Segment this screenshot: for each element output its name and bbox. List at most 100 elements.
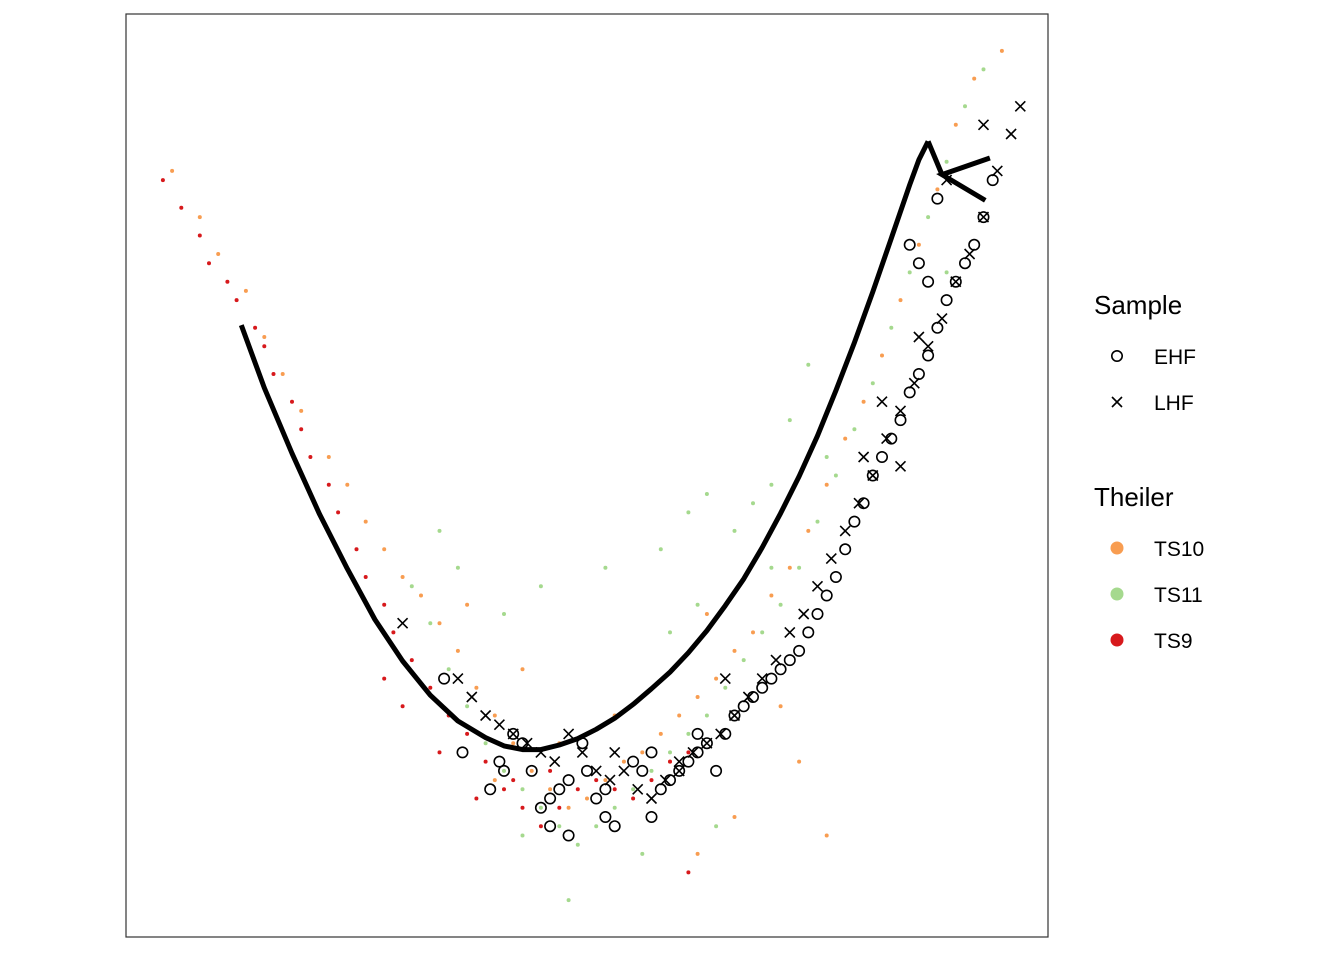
point-lhf-21: [728, 709, 741, 722]
point-ehf-18: [645, 810, 658, 823]
legend-key-ts9: [1110, 633, 1124, 647]
point-ehf-48: [922, 349, 935, 362]
point-lhf-25: [784, 626, 796, 638]
point-ts9-32: [668, 759, 672, 764]
point-ts9-35: [382, 676, 387, 681]
point-lhf-29: [839, 525, 851, 537]
point-ts10-50: [732, 815, 737, 819]
point-ts10-13: [437, 621, 442, 626]
point-ts11-52: [824, 455, 829, 459]
legend-label-ts10: TS10: [1154, 538, 1204, 561]
legend-title-sample: Sample: [1094, 290, 1182, 320]
point-ts11-38: [686, 510, 691, 515]
point-ts10-18: [529, 768, 534, 773]
point-lhf-1: [452, 673, 464, 685]
point-ts10-19: [548, 787, 553, 792]
point-ts9-31: [649, 778, 654, 783]
point-ts11-32: [437, 528, 442, 533]
point-ts10-54: [695, 851, 700, 856]
point-ehf-25: [710, 764, 723, 777]
point-ehf-10: [562, 774, 575, 787]
point-lhf-26: [798, 608, 810, 620]
point-lhf-36: [936, 313, 948, 325]
point-ts11-49: [769, 565, 774, 570]
point-ts10-51: [778, 704, 783, 709]
point-ts10-38: [898, 298, 903, 303]
point-lhf-23: [756, 673, 768, 685]
point-ts10-49: [704, 612, 709, 616]
point-ts10-4: [262, 335, 267, 339]
point-ehf-33: [783, 654, 796, 667]
point-ts11-23: [833, 473, 838, 478]
point-ts11-42: [769, 482, 774, 487]
point-ts10-21: [585, 796, 589, 801]
point-ehf-0: [438, 672, 451, 685]
point-ts10-32: [787, 565, 792, 570]
point-ehf-59: [922, 275, 935, 288]
point-ehf-39: [839, 543, 852, 556]
point-ts9-24: [520, 805, 525, 810]
sample-points-layer: [397, 100, 1026, 842]
point-ehf-3: [493, 755, 506, 768]
point-ts11-16: [704, 713, 709, 718]
point-lhf-15: [645, 792, 658, 805]
point-ts11-43: [695, 602, 700, 607]
legend-key-ts10: [1110, 541, 1124, 555]
point-ts10-45: [520, 667, 525, 672]
point-ts9-39: [511, 778, 516, 783]
point-ts10-41: [953, 122, 958, 127]
point-lhf-3: [480, 709, 492, 722]
point-ts9-16: [382, 602, 387, 607]
point-ts10-24: [640, 750, 645, 755]
point-lhf-27: [811, 580, 824, 592]
point-ts9-5: [234, 298, 239, 303]
point-ts10-37: [880, 353, 884, 358]
point-ts11-24: [852, 427, 857, 432]
point-ts9-1: [179, 205, 184, 210]
point-ts11-4: [483, 741, 488, 746]
point-ts9-38: [474, 796, 479, 801]
principal-curve-line: [238, 140, 931, 753]
point-lhf-18: [687, 746, 699, 758]
point-ehf-63: [544, 820, 557, 833]
point-lhf-5: [507, 728, 519, 740]
point-ts10-43: [999, 48, 1004, 53]
point-ehf-51: [949, 275, 962, 288]
point-ehf-12: [580, 764, 593, 777]
point-lhf-22: [742, 691, 754, 703]
point-ts9-8: [271, 372, 276, 376]
legend-label-ts11: TS11: [1154, 584, 1203, 607]
point-ts11-44: [668, 630, 672, 635]
point-ts11-35: [538, 584, 543, 589]
point-lhf-37: [950, 276, 962, 288]
point-ehf-45: [894, 414, 907, 427]
point-ehf-37: [820, 589, 833, 602]
point-ehf-16: [627, 755, 640, 768]
point-ts9-11: [308, 455, 313, 459]
point-ehf-58: [912, 257, 925, 270]
point-lhf-48: [977, 119, 990, 131]
point-ts9-25: [538, 824, 543, 829]
point-ts9-29: [612, 787, 617, 792]
point-ts10-2: [216, 252, 221, 256]
point-ts10-1: [197, 215, 202, 220]
point-ts11-11: [612, 805, 617, 810]
point-ts10-12: [419, 593, 423, 598]
point-ts10-6: [299, 408, 304, 413]
point-ts11-15: [686, 731, 691, 736]
point-ts9-19: [428, 685, 433, 690]
point-ts9-27: [575, 787, 580, 792]
point-ehf-61: [525, 764, 538, 777]
point-lhf-6: [521, 737, 533, 749]
point-lhf-30: [853, 497, 865, 509]
point-ts11-26: [889, 325, 894, 330]
point-ehf-5: [507, 727, 520, 740]
point-ts11-10: [594, 824, 599, 829]
point-ts11-46: [640, 851, 645, 856]
point-ts11-14: [668, 750, 672, 755]
legend-key-lhf: [1111, 396, 1123, 408]
point-ts11-30: [963, 104, 967, 109]
point-lhf-42: [1014, 100, 1026, 112]
point-lhf-11: [590, 765, 602, 777]
point-ts11-25: [870, 381, 875, 386]
